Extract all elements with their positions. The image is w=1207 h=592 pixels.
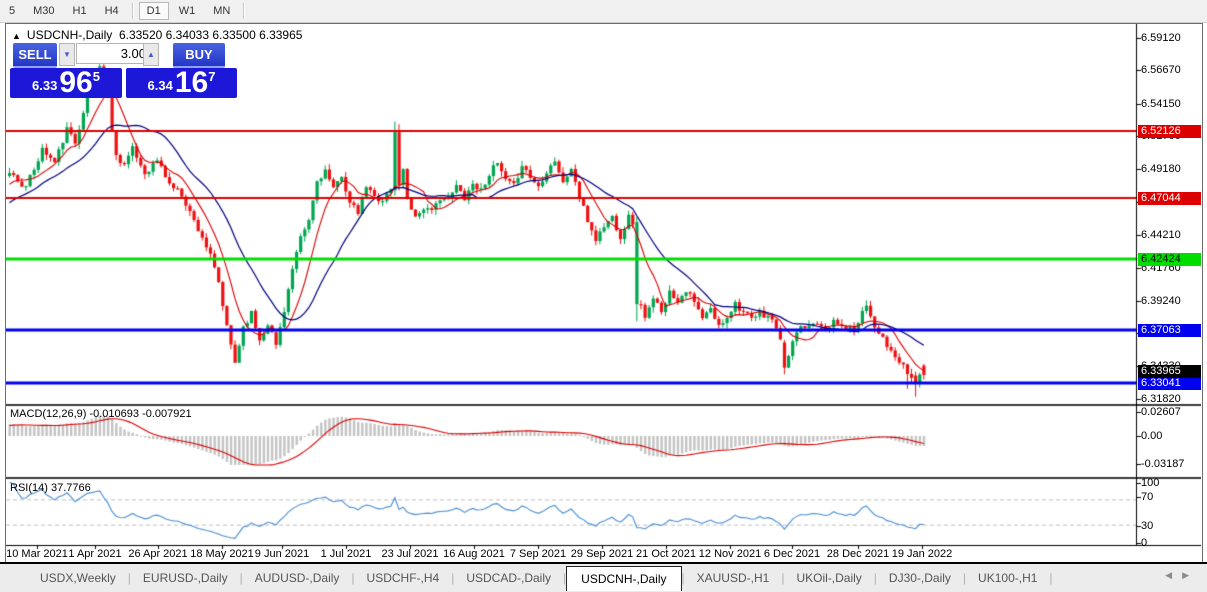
tab-separator: | — [781, 571, 785, 585]
rsi-indicator-label: RSI(14) 37.7766 — [10, 482, 91, 494]
tab-separator: | — [681, 571, 685, 585]
price-axis-tick: 6.54150 — [1141, 97, 1181, 110]
chart-tab-usdcnh-daily[interactable]: USDCNH-,Daily — [566, 565, 682, 591]
current-price-tag: 6.33965 — [1138, 364, 1201, 378]
level-price-tag: 6.33041 — [1138, 376, 1201, 390]
macd-axis-tick: 0.00 — [1141, 430, 1163, 442]
date-axis-label: 10 Mar 2021 — [6, 548, 68, 560]
chart-tab-dj30-daily[interactable]: DJ30-,Daily — [888, 571, 951, 585]
level-price-tag: 6.47044 — [1138, 191, 1201, 205]
date-axis-label: 1 Jul 2021 — [320, 548, 372, 560]
date-axis-label: 29 Sep 2021 — [570, 548, 634, 560]
sell-price-big: 96 — [59, 66, 93, 99]
amount-decrease-button[interactable]: ▼ — [59, 43, 75, 66]
sell-price-pip: 5 — [92, 69, 100, 84]
timeframe-button-d1[interactable]: D1 — [138, 2, 169, 20]
timeframe-button-h4[interactable]: H4 — [104, 5, 119, 17]
toolbar-separator — [131, 3, 134, 19]
chart-tab-xauusd-h1[interactable]: XAUUSD-,H1 — [696, 571, 770, 585]
tab-separator: | — [563, 571, 567, 585]
tab-separator: | — [239, 571, 243, 585]
chart-tab-ukoil-daily[interactable]: UKOil-,Daily — [796, 571, 862, 585]
price-axis-tick: 6.41760 — [1141, 261, 1181, 274]
date-axis-label: 6 Dec 2021 — [763, 548, 821, 560]
collapse-panel-icon[interactable]: ▲ — [12, 31, 21, 41]
timeframe-button-5[interactable]: 5 — [9, 5, 16, 17]
tab-scroll-right-icon[interactable]: ▶ — [1182, 570, 1199, 580]
buy-price-big: 16 — [174, 66, 209, 99]
chart-tab-uk100-h1[interactable]: UK100-,H1 — [978, 571, 1038, 585]
price-axis-tick: 6.39240 — [1141, 294, 1181, 307]
buy-price-main: 6.34 — [147, 78, 173, 93]
tab-separator: | — [873, 571, 877, 585]
amount-increase-button[interactable]: ▲ — [143, 43, 159, 66]
price-axis-tick: 6.31820 — [1141, 393, 1181, 406]
buy-price-display[interactable]: 6.34 16 7 — [126, 68, 237, 98]
tab-scroll-left-icon[interactable]: ◀ — [1165, 570, 1183, 580]
rsi-axis-tick: 0 — [1141, 537, 1148, 549]
macd-axis-tick: 0.02607 — [1141, 406, 1181, 418]
toolbar-separator — [243, 3, 246, 19]
level-price-tag: 6.52126 — [1138, 124, 1201, 138]
date-axis-label: 28 Dec 2021 — [826, 548, 890, 560]
date-axis-label: 7 Sep 2021 — [509, 548, 567, 560]
price-axis-tick: 6.56670 — [1141, 64, 1181, 77]
date-axis-label: 16 Aug 2021 — [443, 548, 505, 560]
sell-price-main: 6.33 — [32, 78, 58, 93]
price-axis-tick: 6.49180 — [1141, 163, 1181, 176]
chart-tab-usdchf-h4[interactable]: USDCHF-,H4 — [366, 571, 440, 585]
tab-separator: | — [351, 571, 355, 585]
rsi-axis-tick: 70 — [1141, 491, 1154, 503]
date-axis-label: 1 Apr 2021 — [68, 548, 122, 560]
date-axis-label: 12 Nov 2021 — [698, 548, 762, 560]
chart-tab-eurusd-daily[interactable]: EURUSD-,Daily — [142, 571, 228, 585]
level-price-tag: 6.37063 — [1138, 323, 1201, 337]
date-axis-label: 26 Apr 2021 — [128, 548, 188, 560]
lot-size-input[interactable] — [76, 43, 151, 64]
tab-separator: | — [127, 571, 131, 585]
price-axis-tick: 6.44210 — [1141, 229, 1181, 242]
tab-separator: | — [962, 571, 967, 585]
sell-price-display[interactable]: 6.33 96 5 — [10, 68, 122, 98]
chart-title: ▲ USDCNH-,Daily 6.33520 6.34033 6.33500 6… — [12, 28, 302, 42]
date-axis-label: 23 Jul 2021 — [381, 548, 439, 560]
rsi-axis-tick: 30 — [1141, 520, 1154, 532]
tab-scroll-arrows: ◀▶ — [1165, 570, 1199, 581]
date-axis-label: 21 Oct 2021 — [636, 548, 696, 560]
candlestick-chart[interactable] — [6, 24, 1201, 562]
ohlc-readout: 6.33520 6.34033 6.33500 6.33965 — [118, 28, 303, 42]
rsi-axis-tick: 100 — [1141, 477, 1160, 489]
tab-separator: | — [451, 571, 455, 585]
macd-axis-tick: -0.03187 — [1141, 458, 1185, 470]
level-price-tag: 6.42424 — [1138, 252, 1201, 266]
timeframe-button-m30[interactable]: M30 — [33, 5, 55, 17]
chart-tab-bar: USDX,Weekly | EURUSD-,Daily | AUDUSD-,Daily |… — [0, 562, 1207, 592]
chart-symbol-period: USDCNH-,Daily — [26, 28, 113, 42]
price-axis-tick: 6.59120 — [1141, 32, 1181, 44]
macd-indicator-label: MACD(12,26,9) -0.010693 -0.007921 — [10, 408, 192, 420]
sell-button[interactable]: SELL — [13, 43, 57, 68]
tab-separator: | — [1049, 571, 1053, 585]
timeframe-toolbar: 5 M30 H1 H4 D1 W1 MN — [0, 0, 1207, 23]
date-axis-label: 18 May 2021 — [190, 548, 254, 560]
buy-price-pip: 7 — [208, 69, 216, 84]
chart-tab-usdcad-daily[interactable]: USDCAD-,Daily — [466, 571, 552, 585]
date-axis-label: 9 Jun 2021 — [254, 548, 310, 560]
buy-button[interactable]: BUY — [173, 43, 225, 68]
chart-tab-audusd-daily[interactable]: AUDUSD-,Daily — [254, 571, 340, 585]
timeframe-button-h1[interactable]: H1 — [72, 5, 87, 17]
date-axis-label: 19 Jan 2022 — [891, 548, 953, 560]
timeframe-button-mn[interactable]: MN — [213, 5, 231, 17]
timeframe-button-w1[interactable]: W1 — [178, 5, 196, 17]
chart-tab-usdx-weekly[interactable]: USDX,Weekly — [40, 571, 116, 585]
